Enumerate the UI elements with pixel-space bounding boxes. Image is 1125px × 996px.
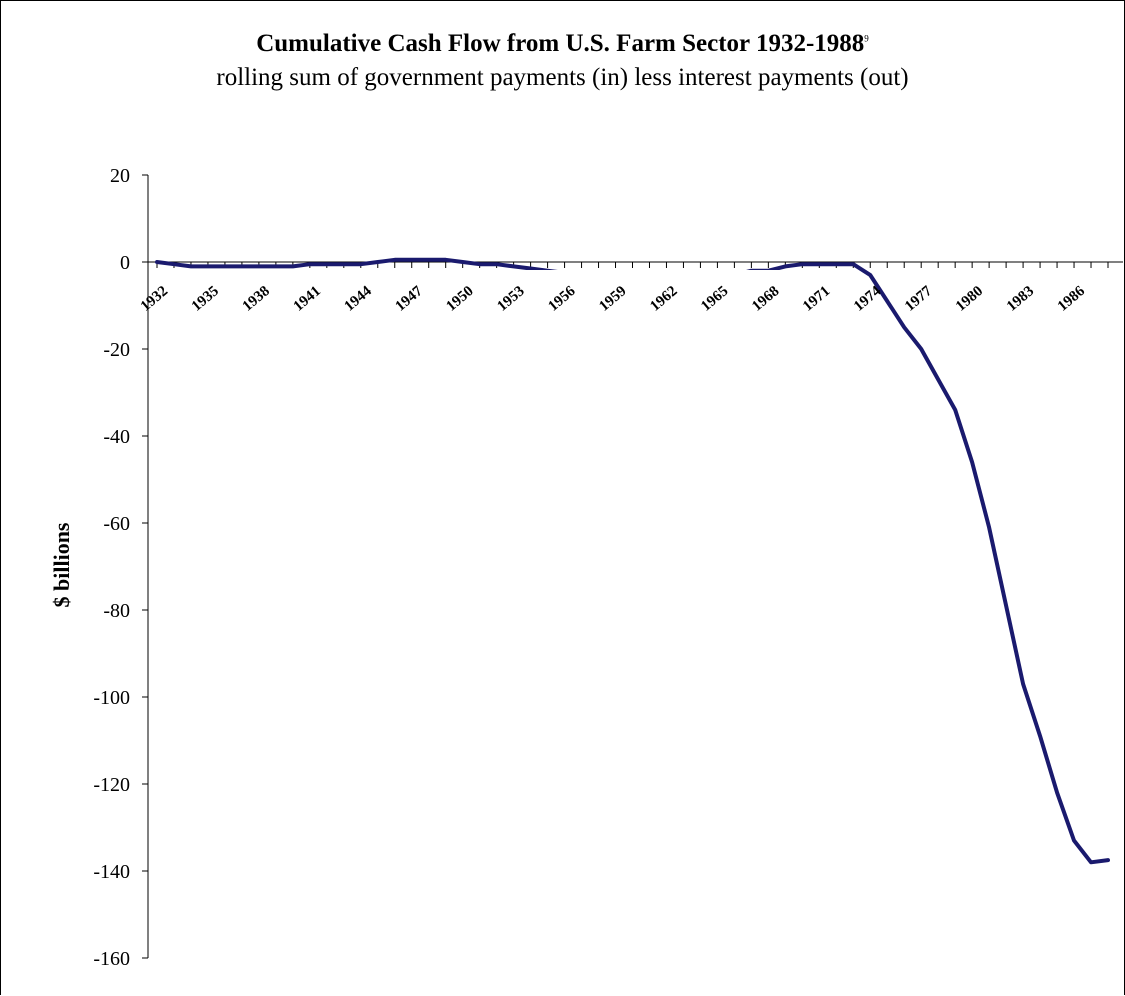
y-tick-label-1: 0 bbox=[120, 252, 130, 274]
x-tick-label-16: 1980 bbox=[953, 283, 986, 315]
y-tick-label-5: -80 bbox=[103, 600, 130, 622]
y-tick-label-8: -140 bbox=[93, 861, 130, 883]
y-tick-label-0: 20 bbox=[110, 165, 130, 187]
chart-subtitle: rolling sum of government payments (in) … bbox=[216, 64, 909, 91]
series-line bbox=[155, 257, 1110, 865]
y-tick-label-4: -60 bbox=[103, 513, 130, 535]
y-axis: 20 0 -20 -40 -60 -80 -100 -120 -140 -160 bbox=[93, 165, 149, 970]
x-label-band bbox=[149, 270, 849, 348]
y-tick-label-7: -120 bbox=[93, 774, 130, 796]
y-tick-label-9: -160 bbox=[93, 948, 130, 970]
chart-title: Cumulative Cash Flow from U.S. Farm Sect… bbox=[0, 30, 1125, 58]
x-tick-label-15: 1977 bbox=[902, 283, 936, 315]
series-group bbox=[155, 257, 1110, 865]
x-tick-label-18: 1986 bbox=[1055, 283, 1089, 315]
y-tick-label-2: -20 bbox=[103, 339, 130, 361]
title-footnote: 9 bbox=[864, 33, 869, 44]
y-tick-label-6: -100 bbox=[93, 687, 130, 709]
chart-title-text: Cumulative Cash Flow from U.S. Farm Sect… bbox=[256, 30, 865, 57]
x-tick-label-17: 1983 bbox=[1004, 283, 1037, 315]
y-tick-label-3: -40 bbox=[103, 426, 130, 448]
x-tick-labels: 1932 1935 1938 1941 1944 1947 1950 1953 1956 1959… bbox=[138, 270, 1089, 348]
